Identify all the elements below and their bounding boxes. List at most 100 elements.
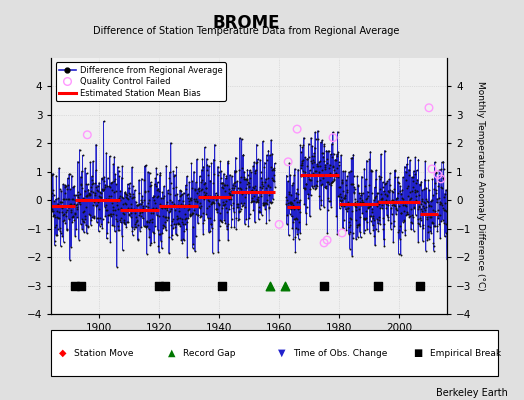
Point xyxy=(84,224,92,230)
Point xyxy=(205,198,213,204)
Point xyxy=(76,191,84,197)
Point xyxy=(152,165,160,171)
Point xyxy=(75,146,84,153)
Point xyxy=(53,200,62,207)
Point xyxy=(318,167,326,173)
Point xyxy=(296,197,304,203)
Point xyxy=(356,229,364,235)
Point xyxy=(307,135,315,141)
Point xyxy=(265,217,274,223)
Point xyxy=(122,218,130,225)
Point xyxy=(130,221,139,227)
Point xyxy=(90,215,98,222)
Point xyxy=(370,184,379,191)
Point xyxy=(437,166,445,172)
Point xyxy=(338,230,346,236)
Point xyxy=(425,236,433,242)
Point xyxy=(168,236,176,242)
Point xyxy=(83,132,92,138)
Point xyxy=(412,167,421,174)
Point xyxy=(427,214,435,220)
Point xyxy=(366,203,374,210)
Point xyxy=(77,181,85,187)
Point xyxy=(260,164,269,170)
Point xyxy=(264,175,272,182)
Point xyxy=(420,205,429,211)
Point xyxy=(323,237,331,243)
Point xyxy=(241,203,249,210)
Point xyxy=(441,190,449,197)
Point xyxy=(168,232,177,238)
Point xyxy=(304,172,312,178)
Point xyxy=(401,232,409,238)
Point xyxy=(222,205,231,211)
Point xyxy=(374,198,382,204)
Point xyxy=(166,169,174,176)
Point xyxy=(79,217,87,224)
Point xyxy=(230,184,238,191)
Point xyxy=(432,186,441,193)
Point xyxy=(209,250,217,256)
Point xyxy=(233,188,241,194)
Point xyxy=(178,216,186,223)
Point xyxy=(371,194,379,200)
Point xyxy=(320,204,328,210)
Point xyxy=(419,224,428,231)
Point xyxy=(337,202,345,209)
Point xyxy=(358,210,366,216)
Point xyxy=(74,192,82,198)
Point xyxy=(165,208,173,215)
Point xyxy=(101,213,110,219)
Point xyxy=(87,217,95,223)
Point xyxy=(65,204,73,210)
Point xyxy=(406,212,414,219)
Point xyxy=(408,212,416,218)
Point xyxy=(87,184,95,190)
Point xyxy=(129,194,137,200)
Point xyxy=(62,183,70,189)
Point xyxy=(107,187,116,193)
Point xyxy=(364,205,372,212)
Point xyxy=(99,186,107,193)
Point xyxy=(423,216,432,222)
Point xyxy=(205,215,214,221)
Point xyxy=(227,216,236,222)
Point xyxy=(91,167,100,174)
Point xyxy=(255,209,264,216)
Point xyxy=(334,159,343,165)
Point xyxy=(130,206,138,212)
Point xyxy=(48,190,56,196)
Point xyxy=(83,192,92,198)
Point xyxy=(111,207,119,213)
Point xyxy=(84,192,93,198)
Point xyxy=(331,172,339,178)
Point xyxy=(122,190,130,197)
Point xyxy=(244,179,252,186)
Point xyxy=(387,205,396,211)
Point xyxy=(193,199,201,205)
Point xyxy=(207,201,215,208)
Point xyxy=(100,174,108,180)
Point xyxy=(178,191,186,198)
Point xyxy=(105,196,114,202)
Point xyxy=(82,170,91,177)
Point xyxy=(245,180,253,186)
Point xyxy=(106,153,114,160)
Point xyxy=(81,204,90,210)
Point xyxy=(151,175,159,182)
Point xyxy=(137,224,145,230)
Point xyxy=(173,215,182,221)
Point xyxy=(352,203,361,210)
Point xyxy=(355,190,363,196)
Text: Difference of Station Temperature Data from Regional Average: Difference of Station Temperature Data f… xyxy=(93,26,399,36)
Point xyxy=(376,186,384,192)
Point xyxy=(208,200,216,206)
Point xyxy=(115,168,123,174)
Point xyxy=(257,212,266,218)
Point xyxy=(314,169,323,175)
Point xyxy=(123,204,132,211)
Point xyxy=(90,190,99,196)
Point xyxy=(255,216,263,222)
Point xyxy=(268,151,277,157)
Point xyxy=(159,224,168,231)
